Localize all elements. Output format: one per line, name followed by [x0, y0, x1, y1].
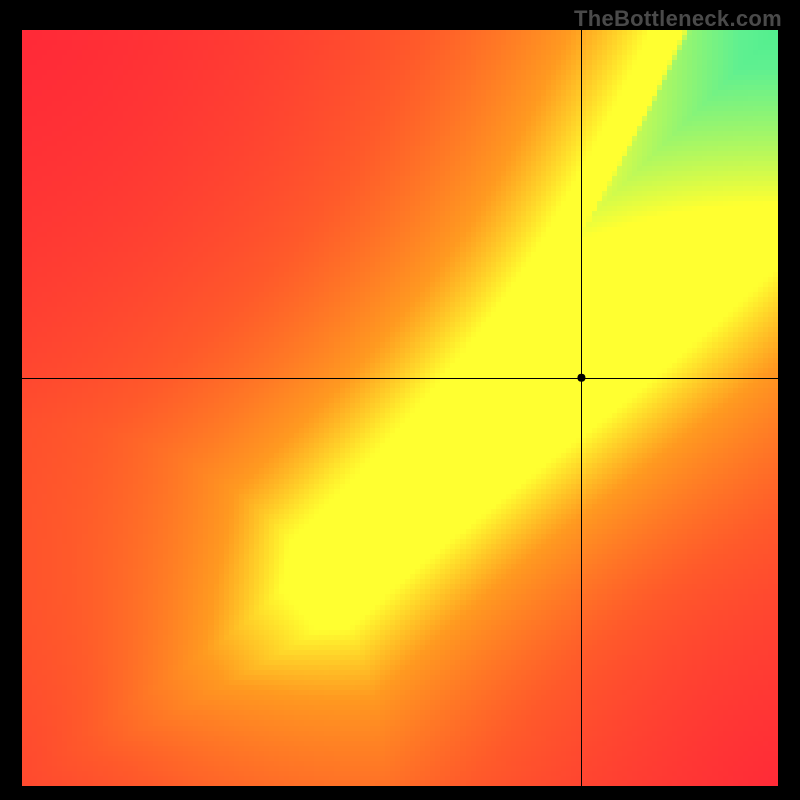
bottleneck-heatmap — [22, 30, 778, 786]
watermark-text: TheBottleneck.com — [574, 6, 782, 32]
chart-container: TheBottleneck.com — [0, 0, 800, 800]
